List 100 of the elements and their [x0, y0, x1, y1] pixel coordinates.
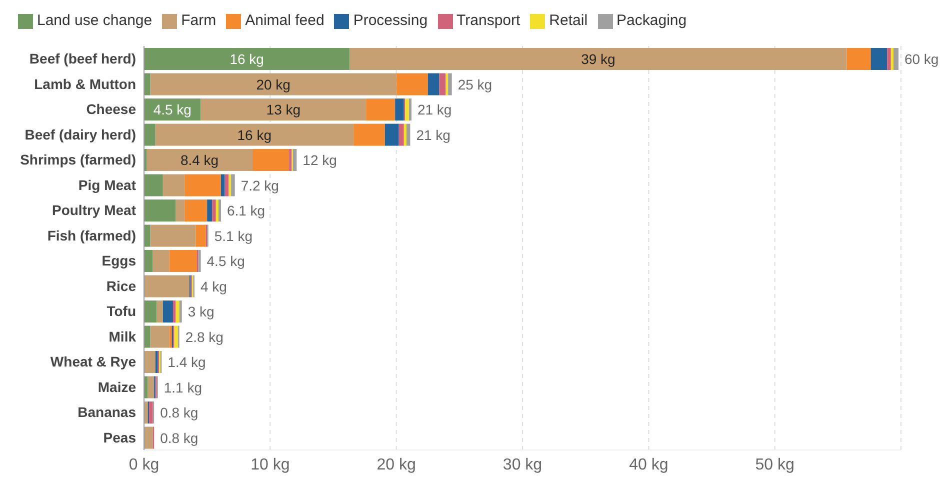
total-label: 2.8 kg: [185, 328, 224, 345]
total-label: 6.1 kg: [226, 202, 266, 218]
bar: [144, 224, 150, 247]
bar: [218, 200, 221, 222]
x-tick-label: 30 kg: [502, 456, 542, 474]
bar: [144, 300, 157, 322]
bar: [231, 174, 235, 196]
bar: [220, 174, 225, 196]
bar: [212, 200, 216, 222]
bar: [150, 224, 196, 247]
bar: [176, 200, 184, 222]
bar: [184, 174, 221, 196]
bar: [144, 275, 190, 298]
total-label: 21 kg: [417, 102, 452, 118]
bar: [398, 124, 404, 146]
total-label: 0.8 kg: [160, 404, 198, 420]
bar: [353, 124, 385, 146]
bar: [252, 149, 290, 171]
total-label: 1.1 kg: [164, 379, 202, 396]
total-label: 25 kg: [458, 76, 492, 92]
bar: [144, 402, 148, 424]
bar: [169, 250, 197, 272]
bar: [148, 376, 154, 398]
data-label: 16 kg: [237, 126, 272, 143]
bar: [893, 48, 898, 70]
bar: [448, 73, 452, 96]
bar: [179, 300, 182, 322]
legend-label: Farm: [181, 12, 216, 29]
bar: [428, 73, 440, 96]
bar: [162, 174, 184, 196]
bar: [155, 124, 354, 146]
total-label: 12 kg: [302, 152, 337, 168]
y-tick-label: Beef (beef herd): [29, 50, 136, 67]
bar: [150, 73, 396, 96]
legend-label: Retail: [549, 12, 588, 29]
y-tick-label: Peas: [103, 429, 136, 446]
y-tick-label: Fish (farmed): [47, 227, 136, 244]
total-label: 0.8 kg: [160, 430, 198, 446]
y-tick-label: Eggs: [102, 252, 136, 269]
bar: [224, 174, 229, 196]
bar: [870, 48, 888, 70]
bar: [152, 250, 170, 272]
legend-label: Animal feed: [245, 12, 324, 29]
y-tick-label: Bananas: [78, 404, 136, 420]
data-label: 16 kg: [230, 51, 264, 67]
x-tick-label: 50 kg: [755, 456, 794, 474]
bar: [144, 250, 153, 272]
bar: [846, 48, 871, 70]
bar: [200, 98, 366, 120]
legend-label: Transport: [456, 12, 520, 29]
bar: [887, 48, 891, 70]
total-label: 21 kg: [416, 126, 450, 143]
bar: [406, 124, 410, 146]
y-tick-label: Shrimps (farmed): [20, 152, 136, 168]
total-label: 4 kg: [200, 278, 227, 294]
bar: [292, 149, 297, 171]
y-tick-label: Cheese: [86, 101, 136, 118]
bar: [146, 149, 253, 171]
legend-label: Land use change: [37, 12, 152, 29]
bar: [156, 300, 163, 322]
data-label: 39 kg: [581, 51, 616, 67]
data-label: 4.5 kg: [153, 102, 192, 118]
data-label: 8.4 kg: [180, 152, 219, 168]
y-tick-label: Beef (dairy herd): [24, 126, 136, 142]
bar: [446, 73, 448, 96]
bar: [144, 426, 153, 449]
bar: [216, 200, 218, 222]
y-tick-label: Rice: [106, 278, 136, 294]
y-tick-label: Milk: [108, 328, 136, 344]
total-label: 7.2 kg: [240, 177, 279, 194]
bar: [144, 351, 156, 373]
total-label: 4.5 kg: [206, 253, 245, 269]
bar: [404, 124, 406, 146]
bar: [350, 48, 847, 70]
x-tick-label: 0 kg: [128, 456, 160, 474]
y-tick-label: Tofu: [106, 303, 136, 320]
total-label: 3 kg: [188, 304, 214, 320]
bar: [395, 98, 404, 120]
bar: [155, 351, 158, 373]
bar: [169, 326, 172, 348]
data-label: 20 kg: [256, 76, 290, 92]
bar: [144, 174, 163, 196]
y-tick-label: Wheat & Rye: [50, 354, 136, 370]
bar: [150, 326, 170, 348]
bar: [144, 48, 350, 70]
bar: [144, 73, 150, 96]
legend-label: Processing: [353, 12, 428, 29]
total-label: 1.4 kg: [168, 354, 206, 370]
x-tick-label: 10 kg: [250, 456, 290, 474]
bar: [289, 149, 292, 171]
x-tick-label: 20 kg: [376, 456, 416, 474]
y-tick-label: Maize: [98, 378, 136, 395]
bar: [174, 326, 178, 348]
bar: [408, 98, 412, 120]
bar: [198, 250, 201, 272]
bar: [184, 200, 208, 222]
total-label: 60 kg: [904, 51, 939, 67]
bar: [173, 300, 176, 322]
legend-label: Packaging: [616, 12, 687, 29]
data-label: 13 kg: [266, 102, 301, 118]
